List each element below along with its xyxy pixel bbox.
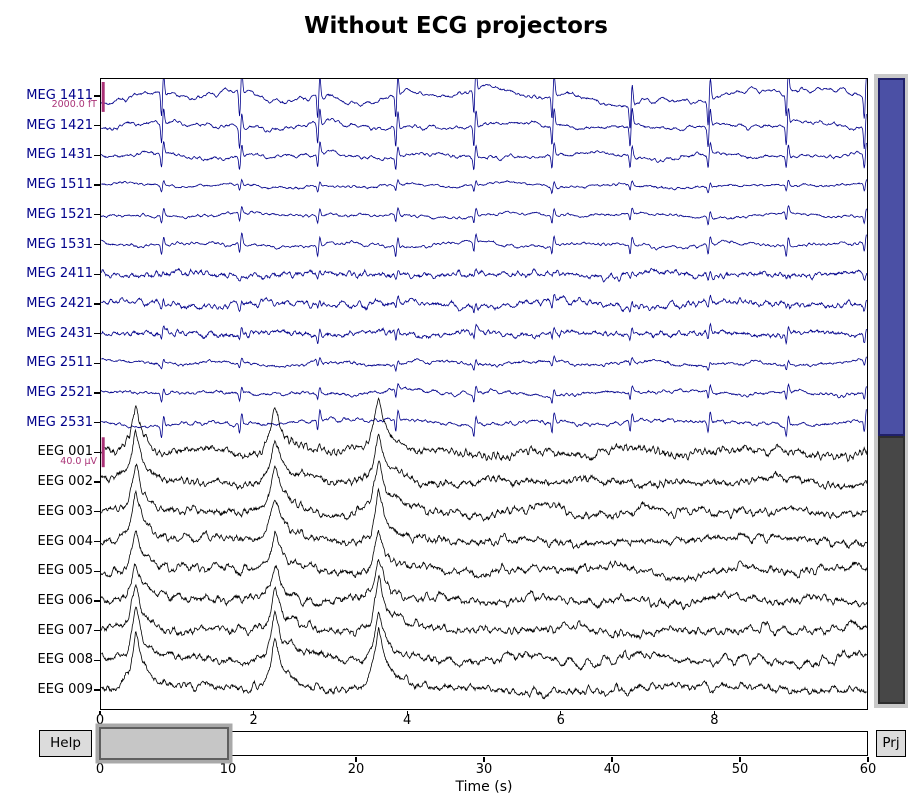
overview-xtick [483, 756, 485, 762]
plot-xtick-label: 0 [95, 713, 105, 728]
trace-eeg-009[interactable] [101, 627, 867, 700]
plot-xtick-label: 8 [710, 713, 719, 728]
time-axis-label: Time (s) [455, 779, 513, 795]
channel-label-meg-1531[interactable]: MEG 1531 [26, 236, 93, 252]
page-title: Without ECG projectors [304, 13, 608, 39]
channel-label-eeg-005[interactable]: EEG 005 [37, 563, 93, 579]
trace-meg-2531[interactable] [101, 408, 867, 438]
trace-meg-2431[interactable] [101, 322, 867, 346]
eeg-scale-bar [101, 437, 105, 468]
help-button[interactable]: Help [39, 730, 92, 757]
overview-xtick-label: 30 [475, 762, 493, 777]
channel-label-eeg-007[interactable]: EEG 007 [37, 622, 93, 638]
channel-label-meg-1411[interactable]: MEG 1411 [26, 88, 93, 103]
channel-tick [93, 125, 100, 127]
trace-meg-1431[interactable] [101, 141, 867, 171]
channel-label-meg-1511[interactable]: MEG 1511 [26, 177, 93, 193]
channel-label-eeg-004[interactable]: EEG 004 [37, 533, 93, 549]
channel-tick [93, 362, 100, 364]
overview-xtick [739, 756, 741, 762]
channel-label-eeg-001[interactable]: EEG 001 [37, 444, 93, 460]
channel-tick [93, 540, 100, 543]
channel-label-eeg-009[interactable]: EEG 009 [37, 682, 93, 697]
trace-meg-2511[interactable] [101, 354, 867, 373]
trace-meg-1411[interactable] [101, 78, 867, 129]
channel-label-meg-2531[interactable]: MEG 2531 [26, 414, 93, 430]
channel-tick [93, 184, 100, 186]
trace-meg-1521[interactable] [101, 205, 867, 226]
channel-tick [93, 422, 100, 424]
channel-tick [93, 600, 100, 602]
projectors-button[interactable]: Prj [876, 730, 906, 757]
channel-tick [93, 659, 100, 661]
trace-eeg-007[interactable] [101, 574, 867, 641]
trace-meg-2411[interactable] [101, 267, 867, 283]
channel-scrollbar-meg-segment[interactable] [877, 77, 905, 436]
channel-label-eeg-003[interactable]: EEG 003 [37, 503, 93, 519]
meg-scale-text: 2000.0 fT [51, 99, 97, 110]
channel-label-eeg-008[interactable]: EEG 008 [37, 652, 93, 668]
overview-xtick [355, 756, 357, 762]
channel-tick [93, 95, 100, 97]
trace-meg-1421[interactable] [101, 108, 867, 150]
trace-eeg-002[interactable] [101, 428, 867, 491]
channel-label-meg-1521[interactable]: MEG 1521 [26, 206, 93, 222]
channel-label-meg-1421[interactable]: MEG 1421 [26, 117, 93, 133]
channel-label-meg-2521[interactable]: MEG 2521 [26, 385, 93, 400]
trace-meg-1531[interactable] [101, 232, 867, 258]
plot-xtick [99, 710, 101, 715]
trace-plot-area[interactable] [100, 78, 868, 710]
overview-xtick-label: 0 [95, 762, 105, 777]
channel-label-meg-2511[interactable]: MEG 2511 [26, 355, 93, 371]
trace-meg-2421[interactable] [101, 293, 867, 314]
overview-xtick-label: 20 [347, 762, 365, 777]
trace-meg-1511[interactable] [101, 178, 867, 195]
channel-tick [93, 511, 100, 513]
overview-xtick-label: 10 [219, 762, 237, 777]
channel-tick [93, 451, 100, 454]
plot-xtick-label: 6 [556, 713, 565, 728]
plot-xtick-label: 4 [403, 713, 412, 728]
channel-tick [93, 689, 100, 691]
channel-tick [93, 481, 100, 483]
channel-tick [93, 570, 100, 572]
overview-xtick-label: 50 [731, 762, 749, 777]
channel-label-meg-2431[interactable]: MEG 2431 [26, 325, 93, 341]
channel-scrollbar[interactable] [874, 74, 908, 708]
trace-eeg-001[interactable] [101, 397, 867, 463]
time-scrollbar-handle[interactable] [99, 727, 229, 760]
channel-tick [93, 332, 100, 335]
channel-tick [93, 392, 100, 394]
channel-tick [93, 629, 100, 632]
channel-tick [93, 214, 100, 216]
plot-xtick-label: 2 [249, 713, 258, 728]
trace-meg-2521[interactable] [101, 382, 867, 404]
plot-xtick [713, 710, 716, 715]
channel-label-eeg-002[interactable]: EEG 002 [37, 474, 93, 490]
channel-label-meg-2421[interactable]: MEG 2421 [26, 295, 93, 311]
channel-tick [93, 273, 100, 275]
channel-tick [93, 243, 100, 246]
overview-xtick-label: 40 [603, 762, 621, 777]
plot-xtick [406, 710, 408, 715]
channel-scrollbar-eeg-segment[interactable] [877, 435, 905, 705]
trace-eeg-008[interactable] [101, 606, 867, 671]
channel-label-meg-2411[interactable]: MEG 2411 [26, 266, 93, 282]
overview-xtick [867, 756, 869, 762]
channel-tick [93, 154, 100, 157]
trace-eeg-003[interactable] [101, 460, 867, 522]
trace-eeg-006[interactable] [101, 559, 867, 611]
trace-eeg-005[interactable] [101, 530, 867, 584]
eeg-scale-text: 40.0 µV [60, 456, 97, 467]
channel-tick [93, 303, 100, 305]
meg-scale-bar [101, 81, 105, 112]
overview-xtick [611, 756, 613, 762]
overview-xtick-label: 60 [859, 762, 877, 777]
trace-eeg-004[interactable] [101, 487, 867, 550]
plot-xtick [252, 710, 255, 715]
plot-xtick [560, 710, 562, 715]
channel-label-meg-1431[interactable]: MEG 1431 [26, 147, 93, 163]
channel-label-eeg-006[interactable]: EEG 006 [37, 592, 93, 608]
